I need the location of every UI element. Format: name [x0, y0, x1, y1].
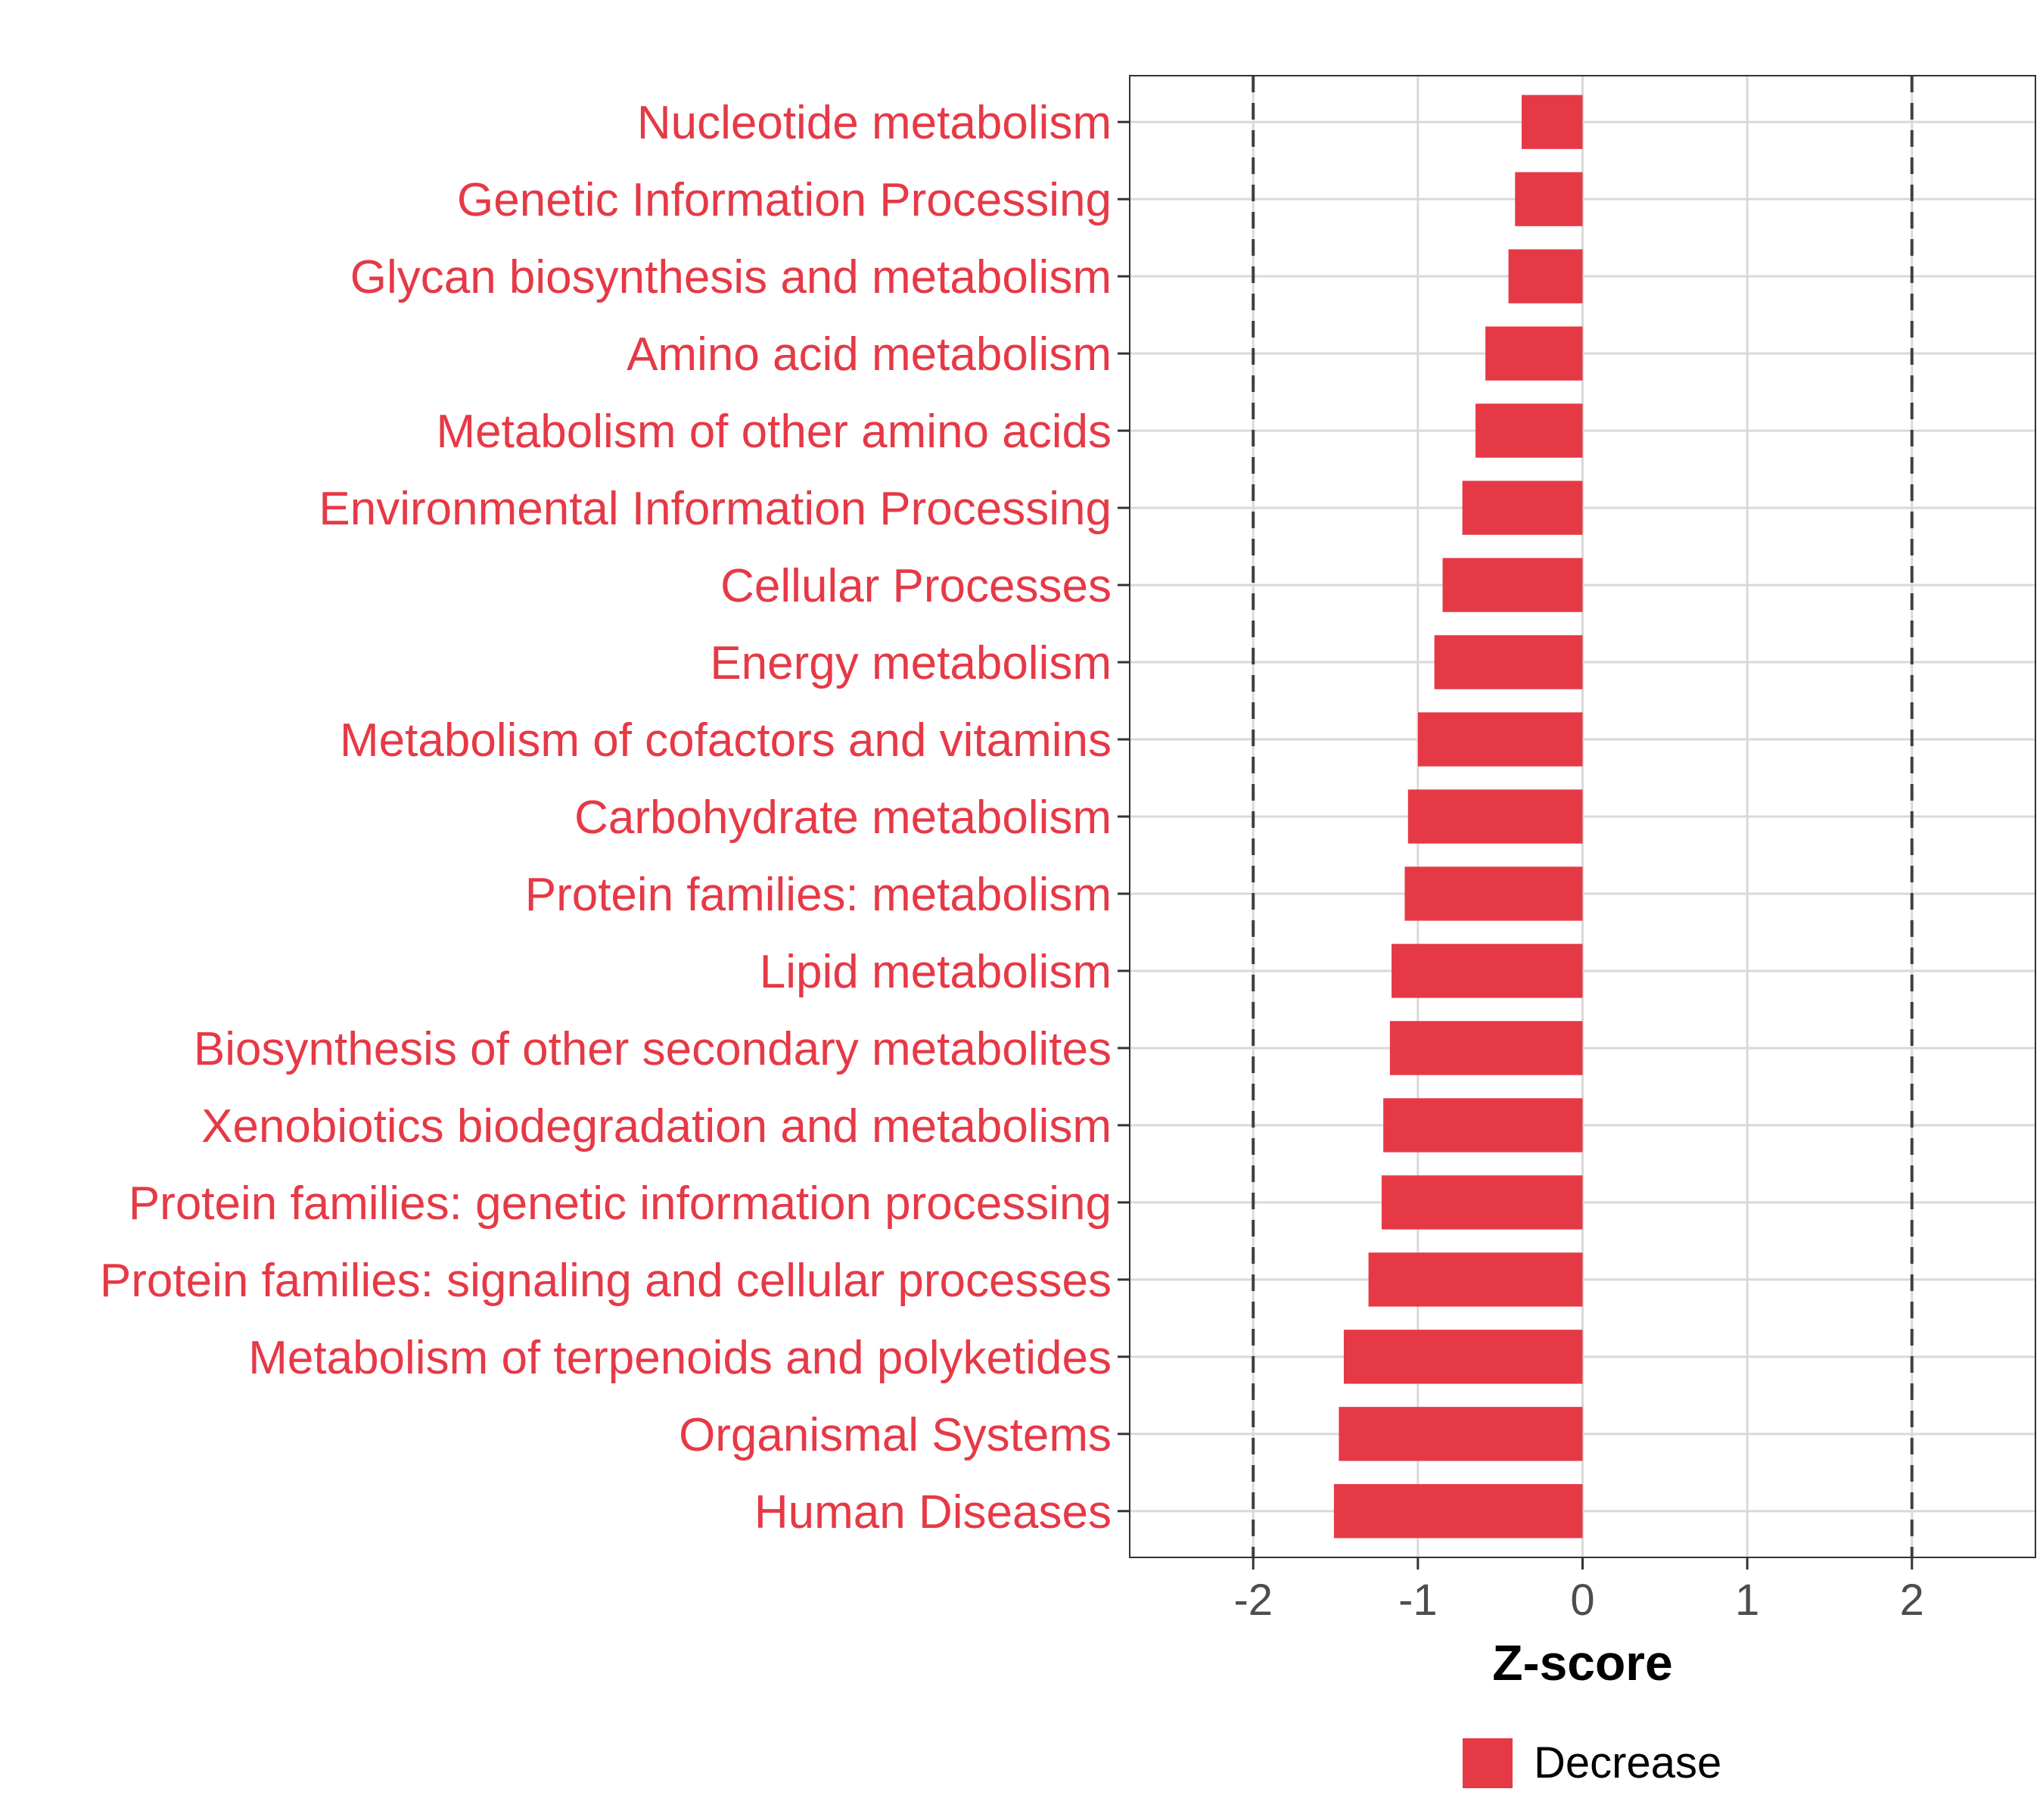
bar	[1515, 172, 1583, 226]
x-tick-label: 2	[1900, 1576, 1924, 1625]
bar	[1392, 944, 1583, 998]
bar	[1462, 481, 1583, 535]
y-axis: Nucleotide metabolism Genetic Information…	[100, 97, 1130, 1538]
y-tick-label: Cellular Processes	[720, 560, 1112, 612]
x-tick-label: 1	[1735, 1576, 1759, 1625]
bar	[1404, 866, 1583, 921]
y-tick-label: Protein families: metabolism	[525, 869, 1112, 921]
bar	[1508, 249, 1583, 303]
bars-layer	[1333, 95, 1583, 1538]
bar	[1339, 1407, 1583, 1461]
x-tick-label: 0	[1570, 1576, 1594, 1625]
bar	[1389, 1021, 1583, 1075]
y-tick-label: Lipid metabolism	[760, 946, 1112, 998]
reference-lines-layer	[1252, 76, 1914, 1557]
y-tick-label: Organismal Systems	[679, 1409, 1112, 1461]
x-axis: -2 -1 0 1 2	[1233, 1557, 1924, 1625]
y-tick-label: Energy metabolism	[710, 637, 1112, 689]
legend-label: Decrease	[1534, 1738, 1721, 1787]
bar	[1434, 635, 1583, 689]
y-tick-label: Protein families: signaling and cellular…	[100, 1255, 1112, 1307]
bar	[1368, 1252, 1583, 1307]
y-tick-label: Genetic Information Processing	[457, 174, 1112, 226]
y-tick-label: Human Diseases	[754, 1486, 1112, 1538]
bar	[1417, 712, 1583, 767]
y-tick-label: Carbohydrate metabolism	[574, 792, 1112, 844]
legend-swatch	[1463, 1738, 1513, 1788]
y-tick-label: Glycan biosynthesis and metabolism	[350, 251, 1112, 303]
bar	[1383, 1098, 1583, 1153]
bar	[1407, 789, 1583, 844]
y-tick-label: Biosynthesis of other secondary metaboli…	[194, 1023, 1112, 1075]
y-tick-label: Amino acid metabolism	[627, 328, 1112, 381]
bar	[1442, 558, 1583, 612]
x-tick-label: -1	[1398, 1576, 1438, 1625]
bar	[1381, 1175, 1583, 1230]
y-tick-label: Environmental Information Processing	[319, 483, 1112, 535]
x-axis-title: Z-score	[1492, 1635, 1672, 1691]
bar	[1343, 1330, 1583, 1384]
y-tick-label: Protein families: genetic information pr…	[129, 1178, 1112, 1230]
bar	[1485, 326, 1583, 381]
y-tick-label: Nucleotide metabolism	[637, 97, 1112, 149]
bar	[1476, 403, 1583, 458]
y-tick-label: Xenobiotics biodegradation and metabolis…	[201, 1100, 1112, 1153]
bar	[1333, 1484, 1583, 1538]
y-tick-label: Metabolism of cofactors and vitamins	[340, 714, 1112, 767]
y-tick-label: Metabolism of other amino acids	[436, 406, 1112, 458]
bar	[1521, 95, 1583, 149]
x-tick-label: -2	[1233, 1576, 1273, 1625]
legend: Decrease	[1463, 1738, 1721, 1788]
y-tick-label: Metabolism of terpenoids and polyketides	[248, 1332, 1112, 1384]
